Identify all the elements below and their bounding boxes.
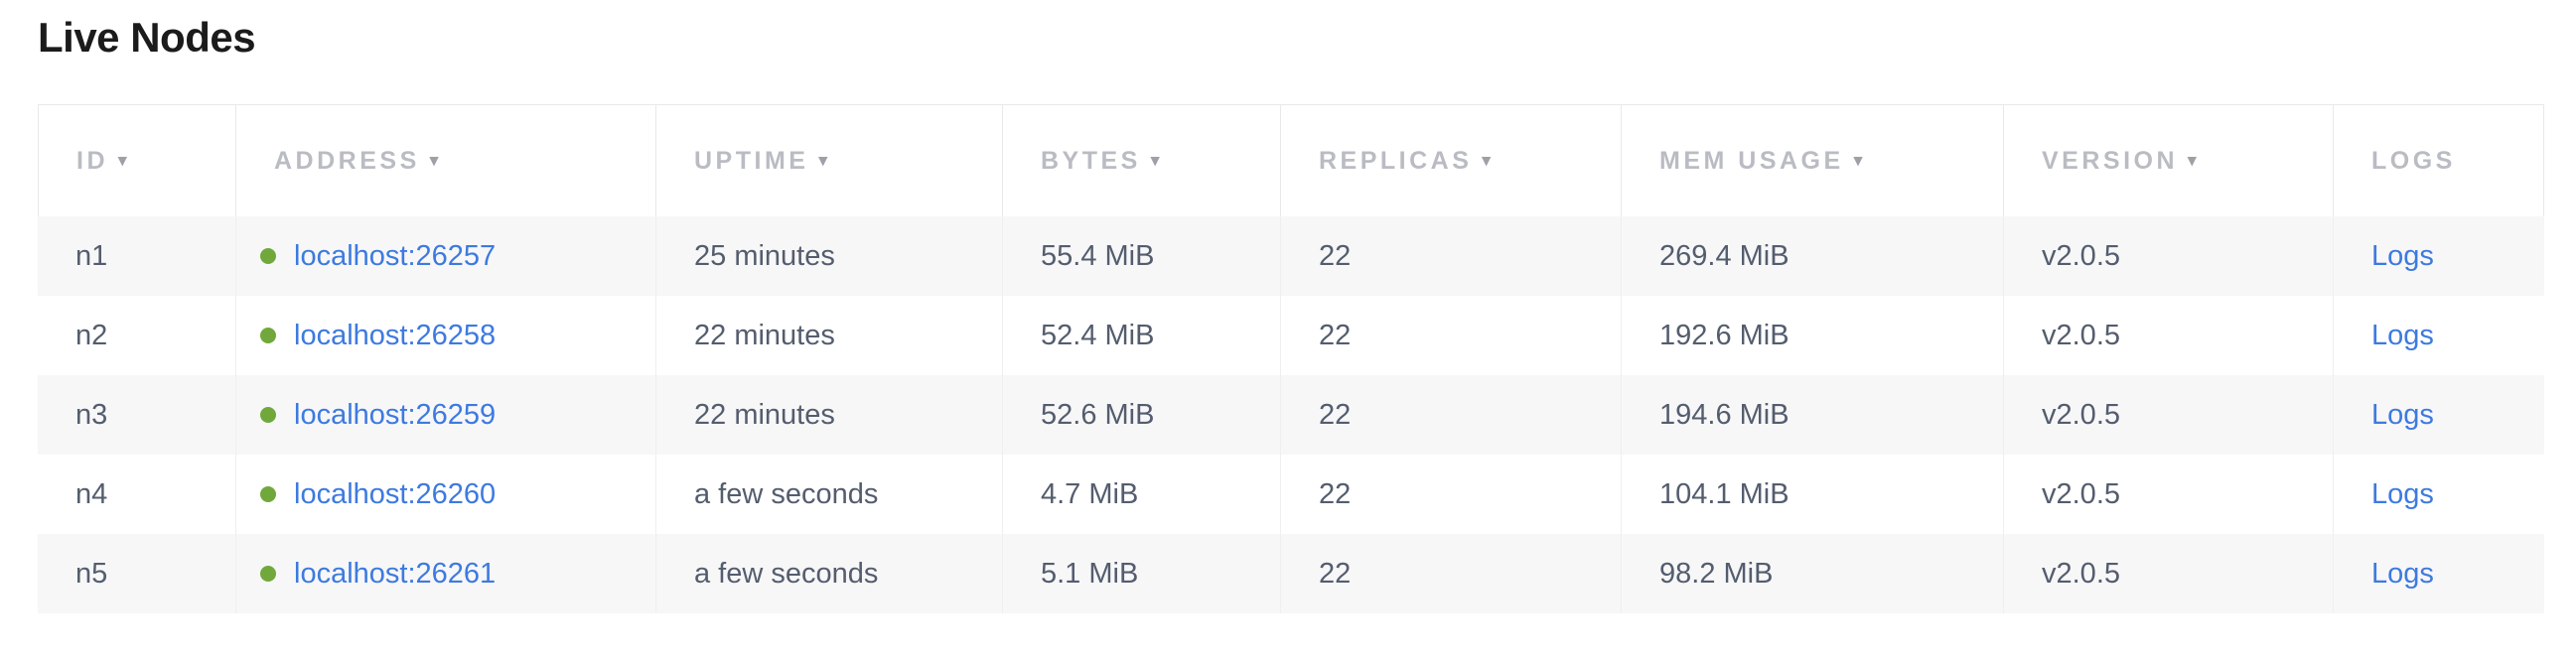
- cell-replicas: 22: [1281, 534, 1622, 613]
- column-header-logs: LOGS: [2334, 104, 2544, 216]
- cell-replicas: 22: [1281, 296, 1622, 375]
- page-title: Live Nodes: [38, 14, 256, 61]
- cell-node-id: n2: [38, 296, 236, 375]
- cell-bytes: 4.7 MiB: [1003, 455, 1281, 534]
- cell-uptime: 22 minutes: [656, 296, 1003, 375]
- cell-logs: Logs: [2334, 455, 2544, 534]
- cell-replicas: 22: [1281, 375, 1622, 455]
- cell-version: v2.0.5: [2004, 534, 2334, 613]
- sort-arrow-icon: ▾: [2188, 150, 2197, 170]
- cell-address: localhost:26259: [236, 375, 656, 455]
- cell-logs: Logs: [2334, 296, 2544, 375]
- table-header-row: ID ▾ ADDRESS ▾ UPTIME ▾ BYTES ▾ REPLICAS ▾ ME…: [38, 104, 2544, 216]
- logs-link[interactable]: Logs: [2371, 239, 2434, 272]
- cell-version: v2.0.5: [2004, 375, 2334, 455]
- table-row: n3 localhost:26259 22 minutes 52.6 MiB 2…: [38, 375, 2544, 455]
- node-address-link[interactable]: localhost:26259: [294, 398, 497, 431]
- cell-bytes: 52.6 MiB: [1003, 375, 1281, 455]
- column-header-bytes[interactable]: BYTES ▾: [1003, 104, 1281, 216]
- cell-mem-usage: 194.6 MiB: [1622, 375, 2004, 455]
- cell-node-id: n4: [38, 455, 236, 534]
- table-row: n1 localhost:26257 25 minutes 55.4 MiB 2…: [38, 216, 2544, 296]
- column-header-label: REPLICAS: [1319, 146, 1473, 175]
- cell-uptime: a few seconds: [656, 455, 1003, 534]
- sort-arrow-icon: ▾: [818, 150, 827, 170]
- column-header-label: LOGS: [2371, 146, 2456, 175]
- cell-version: v2.0.5: [2004, 216, 2334, 296]
- cell-mem-usage: 98.2 MiB: [1622, 534, 2004, 613]
- sort-arrow-icon: ▾: [118, 150, 127, 170]
- cell-mem-usage: 192.6 MiB: [1622, 296, 2004, 375]
- column-header-label: ADDRESS: [274, 146, 420, 175]
- column-header-label: BYTES: [1041, 146, 1141, 175]
- cell-node-id: n1: [38, 216, 236, 296]
- node-live-status-dot-icon: [260, 406, 276, 423]
- cell-version: v2.0.5: [2004, 455, 2334, 534]
- sort-arrow-icon: ▾: [1853, 150, 1863, 170]
- cell-logs: Logs: [2334, 534, 2544, 613]
- cell-address: localhost:26257: [236, 216, 656, 296]
- live-nodes-page: Live Nodes ID ▾ ADDRESS ▾ UPTIME ▾ BYTES ▾: [38, 14, 2544, 613]
- node-live-status-dot-icon: [260, 485, 276, 502]
- cell-node-id: n3: [38, 375, 236, 455]
- column-header-address[interactable]: ADDRESS ▾: [236, 104, 656, 216]
- node-live-status-dot-icon: [260, 327, 276, 343]
- cell-bytes: 5.1 MiB: [1003, 534, 1281, 613]
- node-live-status-dot-icon: [260, 247, 276, 264]
- node-live-status-dot-icon: [260, 565, 276, 582]
- cell-bytes: 52.4 MiB: [1003, 296, 1281, 375]
- sort-arrow-icon: ▾: [1150, 150, 1160, 170]
- cell-bytes: 55.4 MiB: [1003, 216, 1281, 296]
- cell-address: localhost:26258: [236, 296, 656, 375]
- logs-link[interactable]: Logs: [2371, 557, 2434, 590]
- node-address-link[interactable]: localhost:26260: [294, 477, 497, 510]
- sort-arrow-icon: ▾: [1482, 150, 1491, 170]
- sort-arrow-icon: ▾: [429, 150, 439, 170]
- cell-address: localhost:26261: [236, 534, 656, 613]
- logs-link[interactable]: Logs: [2371, 319, 2434, 351]
- node-address-link[interactable]: localhost:26261: [294, 557, 497, 590]
- cell-replicas: 22: [1281, 455, 1622, 534]
- logs-link[interactable]: Logs: [2371, 398, 2434, 431]
- node-address-link[interactable]: localhost:26257: [294, 239, 497, 272]
- cell-address: localhost:26260: [236, 455, 656, 534]
- cell-node-id: n5: [38, 534, 236, 613]
- logs-link[interactable]: Logs: [2371, 477, 2434, 510]
- cell-mem-usage: 269.4 MiB: [1622, 216, 2004, 296]
- column-header-mem-usage[interactable]: MEM USAGE ▾: [1622, 104, 2004, 216]
- column-header-uptime[interactable]: UPTIME ▾: [656, 104, 1003, 216]
- cell-uptime: a few seconds: [656, 534, 1003, 613]
- node-address-link[interactable]: localhost:26258: [294, 319, 497, 351]
- column-header-replicas[interactable]: REPLICAS ▾: [1281, 104, 1622, 216]
- cell-mem-usage: 104.1 MiB: [1622, 455, 2004, 534]
- column-header-label: ID: [76, 146, 108, 175]
- cell-logs: Logs: [2334, 375, 2544, 455]
- cell-uptime: 22 minutes: [656, 375, 1003, 455]
- live-nodes-table: ID ▾ ADDRESS ▾ UPTIME ▾ BYTES ▾ REPLICAS ▾ ME…: [38, 104, 2544, 613]
- cell-replicas: 22: [1281, 216, 1622, 296]
- column-header-version[interactable]: VERSION ▾: [2004, 104, 2334, 216]
- column-header-label: MEM USAGE: [1659, 146, 1844, 175]
- column-header-label: UPTIME: [694, 146, 809, 175]
- cell-uptime: 25 minutes: [656, 216, 1003, 296]
- cell-version: v2.0.5: [2004, 296, 2334, 375]
- table-row: n4 localhost:26260 a few seconds 4.7 MiB…: [38, 455, 2544, 534]
- cell-logs: Logs: [2334, 216, 2544, 296]
- table-row: n5 localhost:26261 a few seconds 5.1 MiB…: [38, 534, 2544, 613]
- table-row: n2 localhost:26258 22 minutes 52.4 MiB 2…: [38, 296, 2544, 375]
- column-header-label: VERSION: [2042, 146, 2179, 175]
- column-header-id[interactable]: ID ▾: [38, 104, 236, 216]
